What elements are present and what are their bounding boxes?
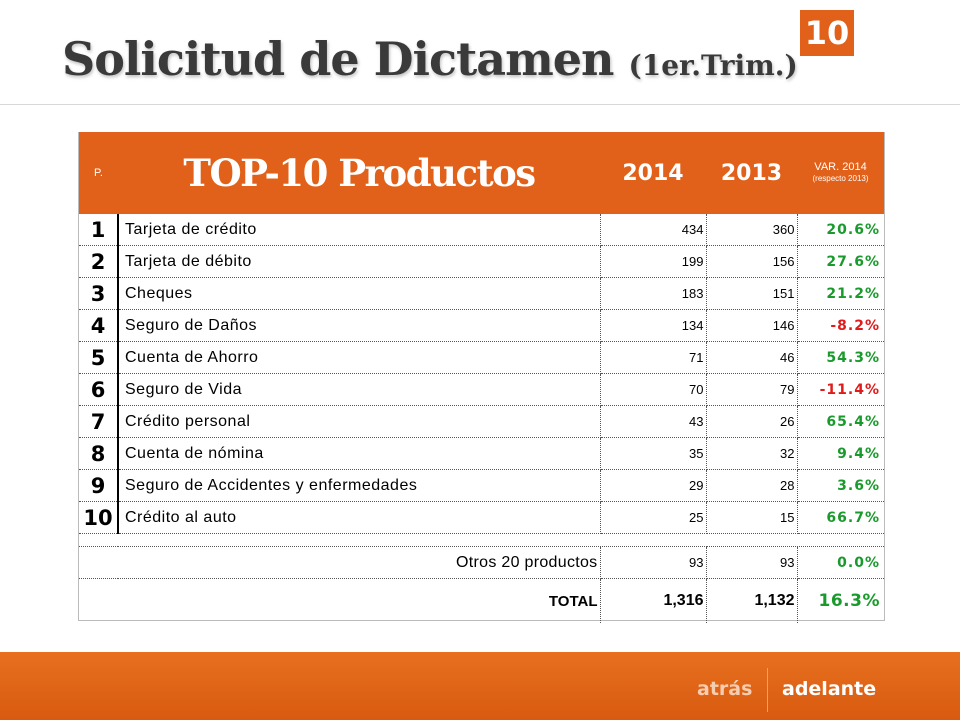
product-name-cell: Crédito al auto [118, 501, 601, 534]
others-2014-cell: 93 [600, 546, 707, 579]
variation-cell: -11.4% [797, 373, 884, 406]
value-2014-cell: 25 [600, 501, 707, 534]
rank-cell: 7 [79, 405, 119, 438]
rank-cell: 10 [79, 501, 119, 534]
value-2013-cell: 156 [706, 245, 798, 278]
value-2014-cell: 134 [600, 309, 707, 342]
page-title: Solicitud de Dictamen (1er.Trim.) [62, 32, 798, 86]
year-2013-column-header: 2013 [706, 132, 797, 214]
variation-header-note: (respecto 2013) [812, 174, 869, 183]
variation-cell: 66.7% [797, 501, 884, 534]
total-2014-cell: 1,316 [600, 578, 707, 623]
rank-cell: 4 [79, 309, 119, 342]
table-row: 2 Tarjeta de débito 199 156 27.6% [79, 245, 884, 278]
table-row: 9 Seguro de Accidentes y enfermedades 29 28… [79, 469, 884, 502]
value-2014-cell: 199 [600, 245, 707, 278]
total-row: TOTAL 1,316 1,132 16.3% [79, 578, 884, 623]
value-2013-cell: 26 [706, 405, 798, 438]
value-2013-cell: 360 [706, 214, 798, 246]
others-row: Otros 20 productos 93 93 0.0% [79, 546, 884, 579]
product-name-cell: Cheques [118, 277, 601, 310]
value-2013-cell: 146 [706, 309, 798, 342]
product-name-cell: Seguro de Daños [118, 309, 601, 342]
variation-cell: 65.4% [797, 405, 884, 438]
product-name-cell: Crédito personal [118, 405, 601, 438]
rank-column-header: P. [79, 132, 118, 214]
value-2013-cell: 151 [706, 277, 798, 310]
rank-cell: 1 [79, 214, 119, 246]
product-name-cell: Tarjeta de débito [118, 245, 601, 278]
table-row: 7 Crédito personal 43 26 65.4% [79, 405, 884, 438]
value-2014-cell: 29 [600, 469, 707, 502]
products-table-container: P. TOP-10 Productos 2014 2013 VAR. 2014 … [78, 132, 885, 623]
variation-cell: 9.4% [797, 437, 884, 470]
value-2013-cell: 79 [706, 373, 798, 406]
rank-cell: 6 [79, 373, 119, 406]
rank-cell: 3 [79, 277, 119, 310]
rank-cell: 2 [79, 245, 119, 278]
table-row: 5 Cuenta de Ahorro 71 46 54.3% [79, 341, 884, 374]
total-label-cell: TOTAL [79, 578, 601, 623]
table-header-row: P. TOP-10 Productos 2014 2013 VAR. 2014 … [79, 132, 884, 214]
product-name-cell: Tarjeta de crédito [118, 214, 601, 246]
next-link[interactable]: adelante [782, 678, 877, 700]
value-2014-cell: 434 [600, 214, 707, 246]
total-variation-cell: 16.3% [818, 591, 880, 611]
variation-cell: 21.2% [797, 277, 884, 310]
footer-bar [0, 652, 960, 720]
variation-cell: 54.3% [797, 341, 884, 374]
table-row: 3 Cheques 183 151 21.2% [79, 277, 884, 310]
value-2014-cell: 43 [600, 405, 707, 438]
product-name-cell: Cuenta de Ahorro [118, 341, 601, 374]
others-2013-cell: 93 [706, 546, 798, 579]
value-2013-cell: 15 [706, 501, 798, 534]
rank-cell: 5 [79, 341, 119, 374]
value-2013-cell: 32 [706, 437, 798, 470]
table-body: P. TOP-10 Productos 2014 2013 VAR. 2014 … [79, 132, 884, 623]
table-row: 1 Tarjeta de crédito 434 360 20.6% [79, 214, 884, 246]
value-2013-cell: 28 [706, 469, 798, 502]
header-divider [0, 104, 960, 105]
value-2014-cell: 70 [600, 373, 707, 406]
page-number-badge: 10 [800, 10, 854, 56]
spacer-row [79, 533, 884, 547]
variation-column-header: VAR. 2014 (respecto 2013) [797, 132, 884, 214]
rank-cell: 9 [79, 469, 119, 502]
rank-cell: 8 [79, 437, 119, 470]
products-column-header: TOP-10 Productos [118, 132, 600, 214]
value-2014-cell: 71 [600, 341, 707, 374]
title-period: (1er.Trim.) [628, 49, 798, 82]
product-name-cell: Seguro de Vida [118, 373, 601, 406]
back-link[interactable]: atrás [697, 678, 753, 700]
product-name-cell: Seguro de Accidentes y enfermedades [118, 469, 601, 502]
variation-cell: -8.2% [797, 309, 884, 342]
variation-header-label: VAR. 2014 [814, 161, 867, 173]
total-2013-cell: 1,132 [706, 578, 798, 623]
value-2013-cell: 46 [706, 341, 798, 374]
product-name-cell: Cuenta de nómina [118, 437, 601, 470]
nav-divider [767, 668, 768, 712]
title-main: Solicitud de Dictamen [62, 32, 614, 86]
table-row: 10 Crédito al auto 25 15 66.7% [79, 501, 884, 534]
variation-cell: 27.6% [797, 245, 884, 278]
table-row: 4 Seguro de Daños 134 146 -8.2% [79, 309, 884, 342]
spacer-cell [79, 533, 884, 547]
year-2014-column-header: 2014 [600, 132, 706, 214]
variation-cell: 20.6% [797, 214, 884, 246]
table-row: 8 Cuenta de nómina 35 32 9.4% [79, 437, 884, 470]
table-row: 6 Seguro de Vida 70 79 -11.4% [79, 373, 884, 406]
others-label-cell: Otros 20 productos [79, 546, 601, 579]
value-2014-cell: 183 [600, 277, 707, 310]
others-variation-cell: 0.0% [797, 546, 884, 579]
variation-cell: 3.6% [797, 469, 884, 502]
value-2014-cell: 35 [600, 437, 707, 470]
top10-products-table: P. TOP-10 Productos 2014 2013 VAR. 2014 … [79, 132, 884, 623]
